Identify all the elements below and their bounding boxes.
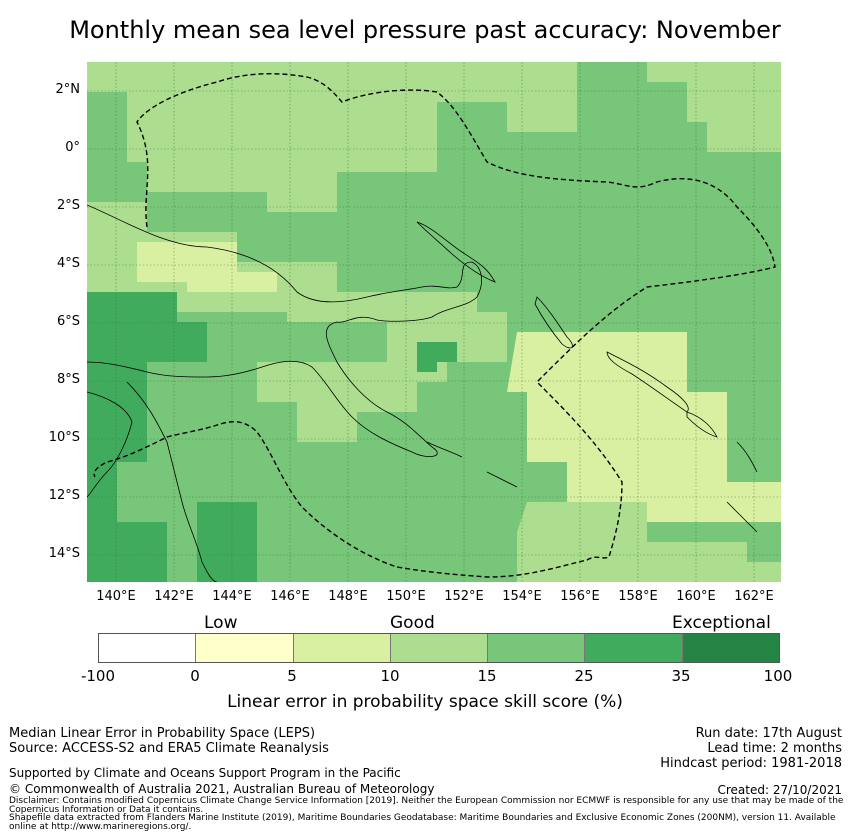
lat-tick: 14°S (48, 546, 80, 561)
skill-region-southeast-light (517, 502, 781, 582)
louisiade-coast (426, 441, 518, 488)
lon-tick: 144°E (212, 589, 252, 604)
footer-shapefile: Shapefile data extracted from Flanders M… (9, 813, 836, 832)
lon-tick: 156°E (560, 589, 600, 604)
new-guinea-coast (87, 204, 482, 457)
lat-tick: 0° (65, 140, 80, 155)
run-date: Run date: 17th August (695, 726, 842, 741)
lat-tick: 8°S (56, 372, 80, 387)
vanuatu-coast (726, 441, 758, 533)
colorbar-tick: 5 (287, 667, 297, 685)
colorbar (98, 633, 780, 663)
lon-tick: 158°E (618, 589, 658, 604)
colorbar-segment (390, 634, 489, 662)
lon-tick: 148°E (328, 589, 368, 604)
colorbar-category-exceptional: Exceptional (672, 613, 771, 633)
footer-support: Supported by Climate and Oceans Support … (9, 766, 401, 780)
skill-region-central-dark (417, 342, 457, 372)
colorbar-tick: 0 (190, 667, 200, 685)
map-panel (87, 62, 781, 582)
colorbar-label: Linear error in probability space skill … (227, 692, 623, 712)
new-britain-coast (416, 221, 496, 283)
colorbar-segment (585, 634, 683, 662)
lat-tick: 2°N (55, 82, 81, 97)
skill-region-north (87, 62, 577, 212)
lat-tick: 12°S (48, 488, 80, 503)
cape-york-coast (126, 381, 218, 582)
coastlines (87, 204, 758, 582)
colorbar-tick: 100 (763, 667, 793, 685)
colorbar-tick: 35 (671, 667, 691, 685)
colorbar-tick: -100 (80, 667, 116, 685)
colorbar-category-low: Low (204, 613, 238, 633)
footer-copyright: © Commonwealth of Australia 2021, Austra… (9, 782, 435, 796)
skill-region-southwest-dark (87, 522, 167, 582)
colorbar-tick: 15 (477, 667, 497, 685)
gulf-coast (87, 391, 133, 498)
lat-tick: 6°S (56, 314, 80, 329)
lat-tick: 4°S (56, 256, 80, 271)
lon-tick: 154°E (502, 589, 542, 604)
lon-tick: 150°E (386, 589, 426, 604)
lead-time: Lead time: 2 months (707, 741, 842, 756)
skill-region-southeast-pale (507, 332, 781, 522)
guadalcanal-coast (686, 411, 718, 438)
lon-tick: 142°E (154, 589, 194, 604)
footer-disclaimer: Disclaimer: Contains modified Copernicus… (9, 796, 844, 815)
colorbar-segment (293, 634, 391, 662)
lon-tick: 140°E (96, 589, 136, 604)
skill-region-west-dark (87, 292, 207, 522)
lat-tick: 2°S (56, 198, 80, 213)
colorbar-segment (682, 634, 779, 662)
lat-tick: 10°S (48, 430, 80, 445)
skill-region-south-dark (197, 502, 257, 582)
skill-region-northeast (647, 62, 781, 152)
lon-tick: 162°E (734, 589, 774, 604)
skill-region-south-light (257, 362, 417, 442)
colorbar-tick: 10 (380, 667, 400, 685)
footer-source: Source: ACCESS-S2 and ERA5 Climate Reana… (9, 741, 329, 756)
lon-tick: 152°E (444, 589, 484, 604)
bougainville-coast (534, 296, 573, 349)
colorbar-segment (488, 634, 586, 662)
skill-region-west-pale (137, 242, 277, 292)
lon-tick: 146°E (270, 589, 310, 604)
colorbar-category-good: Good (390, 613, 435, 633)
hindcast-period: Hindcast period: 1981-2018 (660, 756, 842, 771)
colorbar-tick: 25 (574, 667, 594, 685)
colorbar-segment (196, 634, 294, 662)
footer-method: Median Linear Error in Probability Space… (9, 726, 316, 741)
graticule (87, 62, 781, 582)
lon-tick: 160°E (676, 589, 716, 604)
eez-boundary (93, 73, 776, 578)
colorbar-segment (99, 634, 197, 662)
chart-title: Monthly mean sea level pressure past acc… (69, 16, 781, 44)
created-date: Created: 27/10/2021 (717, 783, 842, 797)
map-canvas (87, 62, 781, 582)
